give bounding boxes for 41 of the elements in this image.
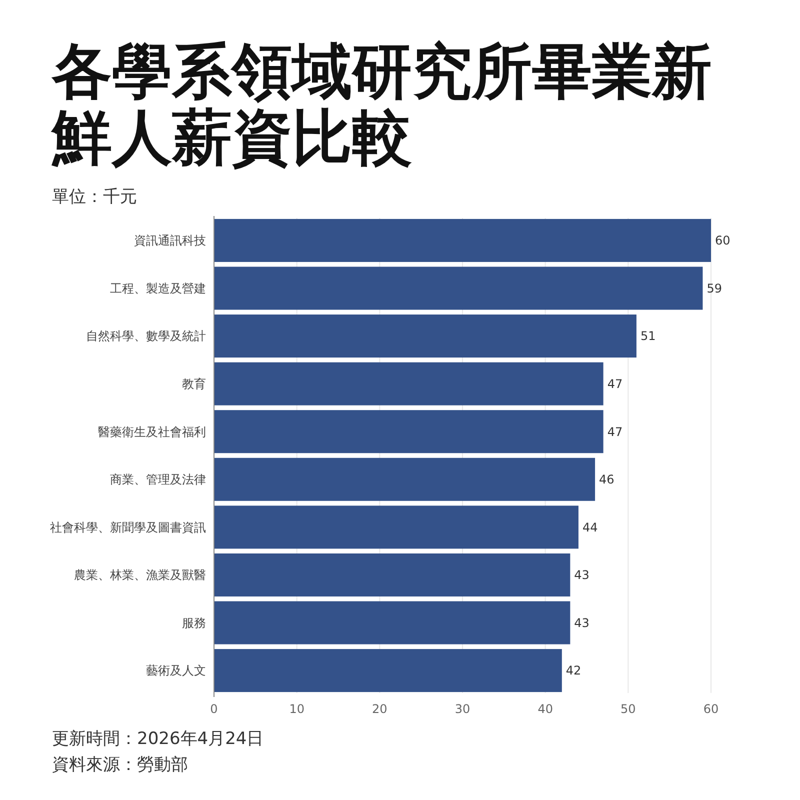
data-label: 60 <box>715 234 730 248</box>
data-label: 43 <box>574 616 590 630</box>
y-tick-label: 醫藥衛生及社會福利 <box>98 424 206 439</box>
y-tick-label: 教育 <box>182 377 206 392</box>
y-tick-label: 資訊通訊科技 <box>134 234 206 248</box>
x-tick-label: 40 <box>538 702 553 716</box>
data-label: 59 <box>706 281 722 296</box>
y-tick-label: 農業、林業、漁業及獸醫 <box>74 568 206 582</box>
x-tick-label: 30 <box>454 702 470 716</box>
chart-subtitle: 單位：千元 <box>52 187 137 207</box>
y-tick-label: 商業、管理及法律 <box>110 472 206 487</box>
chart-title: 各學系領域研究所畢業新鮮人薪資比較 <box>50 37 712 173</box>
x-tick-label: 0 <box>210 702 218 716</box>
data-label: 43 <box>574 568 590 582</box>
x-tick-label: 10 <box>289 702 304 716</box>
bar <box>214 362 604 406</box>
y-tick-label: 自然科學、數學及統計 <box>86 329 206 344</box>
data-label: 47 <box>607 377 623 392</box>
bar <box>214 410 604 454</box>
bar <box>214 506 578 549</box>
data-label: 42 <box>566 664 582 678</box>
bar <box>214 458 596 501</box>
y-tick-label: 工程、製造及營建 <box>110 281 206 296</box>
bar <box>214 314 636 358</box>
data-label: 46 <box>599 472 614 487</box>
text: 更新時間：2026年4月24日 <box>52 729 264 749</box>
x-tick-label: 60 <box>703 702 719 716</box>
y-tick-label: 社會科學、新聞學及圖書資訊 <box>50 520 206 534</box>
x-tick-label: 20 <box>372 702 388 716</box>
bar <box>214 601 570 644</box>
x-tick-label: 50 <box>620 702 636 716</box>
y-tick-label: 藝術及人文 <box>146 664 206 678</box>
y-tick-label: 服務 <box>182 616 206 630</box>
bar <box>214 266 703 310</box>
data-label: 47 <box>607 424 623 439</box>
source-note: 資料來源：勞動部 <box>52 755 188 775</box>
bar <box>214 553 570 596</box>
bar <box>214 218 711 262</box>
data-label: 44 <box>582 520 598 534</box>
data-label: 51 <box>640 329 656 344</box>
bar <box>214 649 562 692</box>
